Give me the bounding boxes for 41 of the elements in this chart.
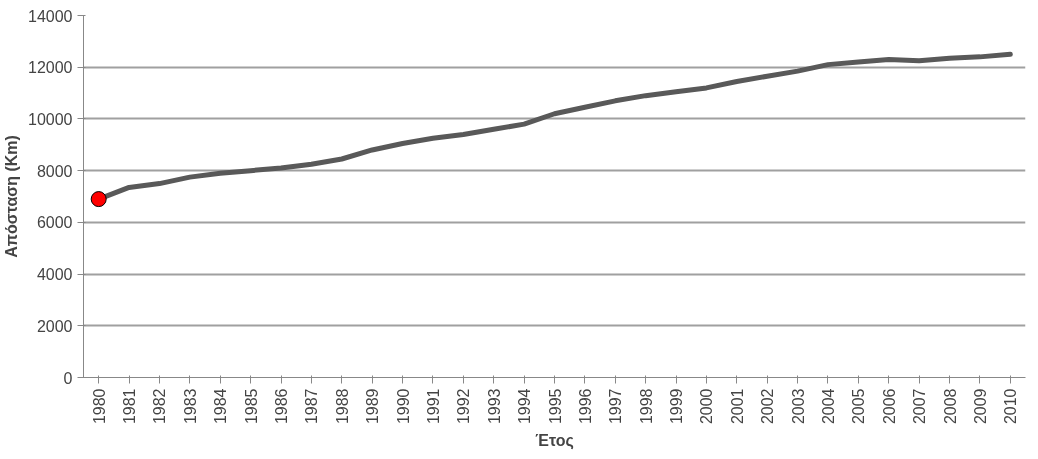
x-tick-label: 1993 — [485, 388, 503, 425]
x-tick-label: 2001 — [728, 388, 746, 425]
y-axis-title: Απόσταση (Km) — [3, 135, 21, 258]
x-tick-label: 1983 — [181, 388, 199, 425]
x-tick-label: 1988 — [333, 388, 351, 425]
x-tick-label: 1995 — [546, 388, 564, 425]
x-axis-title: Έτος — [535, 432, 574, 451]
x-tick-label: 1998 — [637, 388, 655, 425]
y-tick-label: 14000 — [28, 7, 73, 25]
x-tick-label: 2004 — [819, 388, 837, 425]
x-tick-label: 1981 — [121, 388, 139, 425]
x-tick-label: 1989 — [364, 388, 382, 425]
y-tick-label: 12000 — [28, 59, 73, 77]
x-tick-label: 1992 — [455, 388, 473, 425]
x-tick-label: 2002 — [759, 388, 777, 425]
x-tick-label: 2009 — [971, 388, 989, 425]
x-tick-label: 2008 — [941, 388, 959, 425]
x-tick-label: 1994 — [516, 388, 534, 425]
x-tick-label: 1990 — [394, 388, 412, 425]
y-tick-label: 4000 — [36, 266, 73, 284]
x-tick-label: 1986 — [273, 388, 291, 425]
x-tick-label: 2005 — [850, 388, 868, 425]
x-tick-label: 1984 — [212, 388, 230, 425]
x-tick-label: 1996 — [576, 388, 594, 425]
y-tick-label: 8000 — [36, 162, 73, 180]
x-tick-label: 1982 — [151, 388, 169, 425]
x-tick-label: 1997 — [607, 388, 625, 425]
x-tick-label: 1999 — [668, 388, 686, 425]
x-tick-label: 1991 — [424, 388, 442, 425]
x-tick-label: 1985 — [242, 388, 260, 425]
x-tick-label: 1987 — [303, 388, 321, 425]
x-tick-label: 2010 — [1002, 388, 1020, 425]
x-tick-label: 2000 — [698, 388, 716, 425]
x-tick-label: 2006 — [880, 388, 898, 425]
x-tick-label: 2007 — [911, 388, 929, 425]
y-tick-label: 0 — [63, 369, 73, 387]
x-tick-label: 1980 — [90, 388, 108, 425]
y-tick-label: 2000 — [36, 317, 73, 335]
y-tick-label: 6000 — [36, 214, 73, 232]
x-tick-label: 2003 — [789, 388, 807, 425]
y-tick-label: 10000 — [28, 110, 73, 128]
